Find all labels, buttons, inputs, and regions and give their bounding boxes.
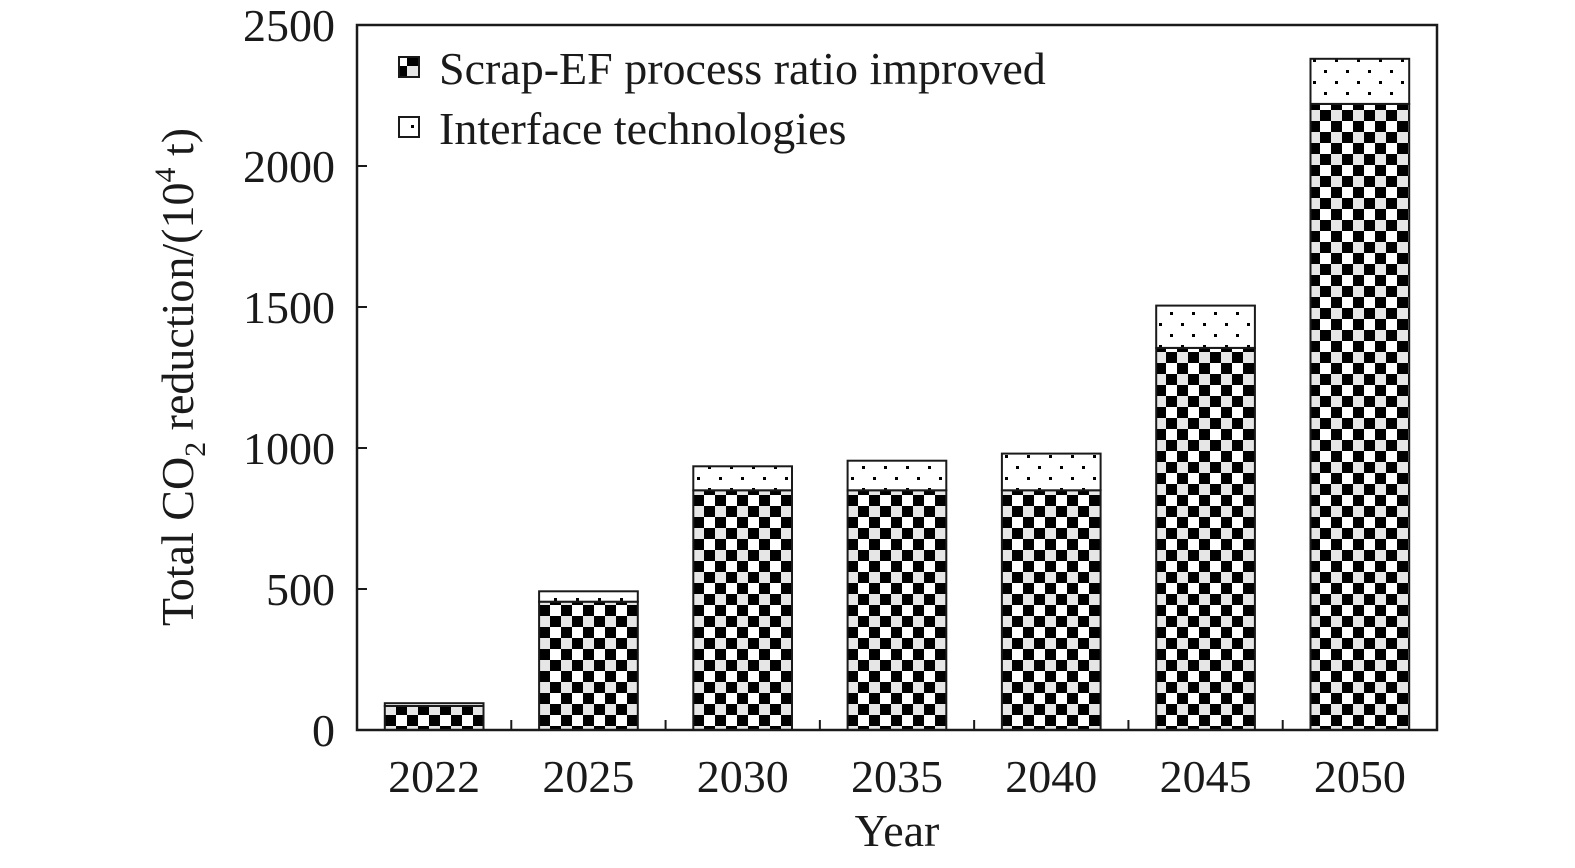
- bar-2025-series-1: [538, 590, 639, 603]
- x-tick-label-2050: 2050: [1314, 751, 1406, 802]
- bar-2035-series-0: [846, 489, 948, 731]
- bar-2050-series-1: [1309, 57, 1411, 105]
- x-tick-label-2022: 2022: [388, 751, 480, 802]
- y-tick-label-2000: 2000: [243, 141, 335, 192]
- x-tick-label-2035: 2035: [851, 751, 943, 802]
- y-tick-label-0: 0: [312, 705, 335, 756]
- ticks-layer: 0 500 1000 1500 2000 2500 2022 2025 2030 2035 2040…: [243, 0, 1406, 802]
- y-axis-title: Total CO2 reduction/(104 t): [149, 128, 212, 626]
- bar-2040-series-0: [1000, 489, 1102, 731]
- bar-2050-series-0: [1309, 103, 1411, 731]
- bar-2022-series-1: [383, 702, 485, 708]
- y-tick-label-500: 500: [266, 564, 335, 615]
- y-tick-label-1500: 1500: [243, 282, 335, 333]
- y-tick-label-2500: 2500: [243, 0, 335, 51]
- bar-2035-series-1: [846, 459, 948, 492]
- bar-2022-series-0: [383, 705, 485, 731]
- x-tick-label-2025: 2025: [542, 751, 634, 802]
- y-tick-label-1000: 1000: [243, 423, 335, 474]
- legend-label-scrap-ef: Scrap-EF process ratio improved: [439, 43, 1046, 94]
- x-tick-label-2045: 2045: [1160, 751, 1252, 802]
- legend: Scrap-EF process ratio improved Interfac…: [398, 43, 1046, 154]
- bar-2040-series-1: [1000, 452, 1102, 492]
- bar-2030-series-1: [692, 465, 793, 492]
- plot-frame: [355, 23, 1439, 732]
- legend-label-interface: Interface technologies: [439, 103, 846, 154]
- legend-swatch-scrap-ef: [398, 56, 420, 78]
- bar-2045-series-1: [1155, 304, 1256, 349]
- x-axis-title: Year: [855, 805, 940, 856]
- bar-2045-series-0: [1155, 346, 1256, 731]
- bar-2030-series-0: [692, 489, 793, 731]
- bar-2025-series-0: [538, 600, 639, 732]
- bars-layer: [383, 57, 1411, 732]
- x-tick-label-2030: 2030: [697, 751, 789, 802]
- legend-swatch-interface: [398, 116, 420, 138]
- x-tick-label-2040: 2040: [1005, 751, 1097, 802]
